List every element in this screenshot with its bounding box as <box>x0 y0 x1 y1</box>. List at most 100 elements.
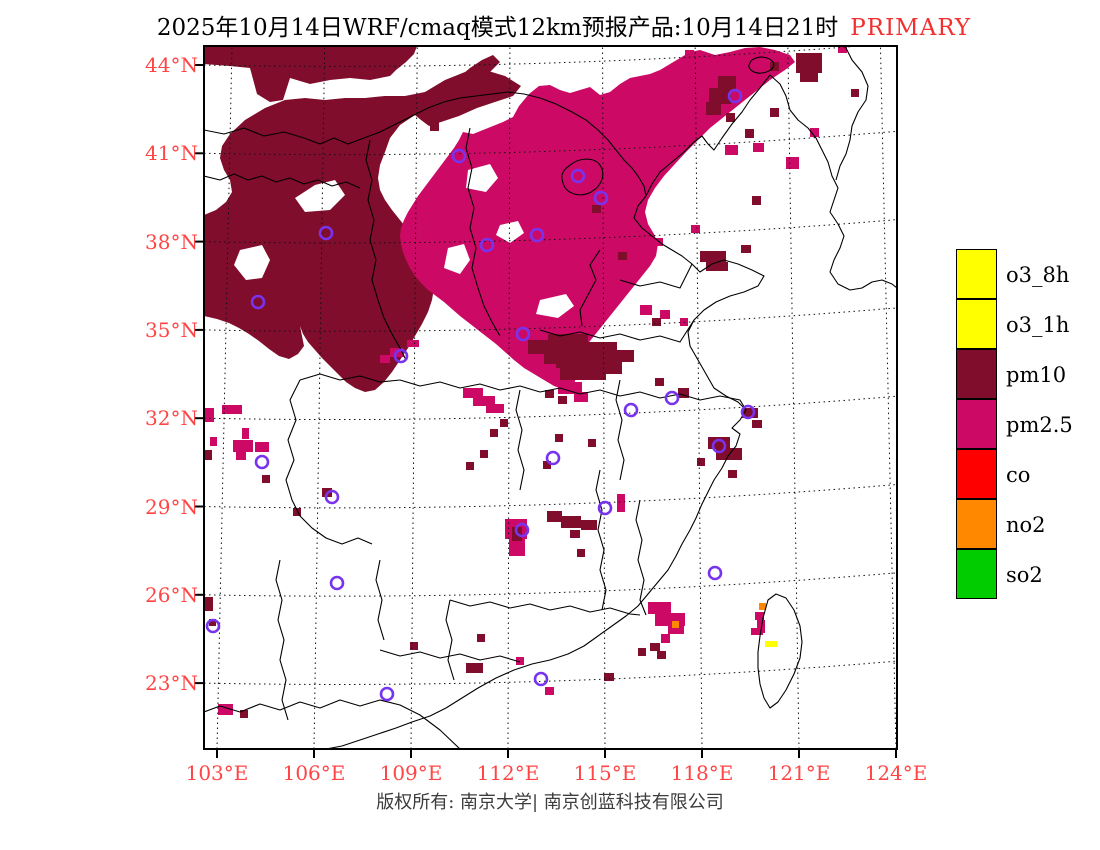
pollution-patch <box>753 143 764 152</box>
legend-label: o3_8h <box>1006 263 1070 287</box>
grid-meridian <box>787 46 800 749</box>
pollution-patch <box>255 442 269 452</box>
pollution-patch <box>678 388 689 398</box>
henan-hubei-border <box>399 379 747 411</box>
pollution-patch <box>570 530 580 538</box>
shandong-north-border <box>619 263 693 289</box>
city-marker <box>514 522 530 538</box>
pollution-patch <box>490 429 498 437</box>
pollution-patch <box>581 520 597 530</box>
city-marker <box>254 454 270 470</box>
pollution-patch <box>466 663 483 673</box>
axis-ticks <box>195 64 897 758</box>
legend-label: so2 <box>1006 563 1043 587</box>
pollution-blobs <box>204 46 795 392</box>
city-marker <box>727 88 743 104</box>
city-marker <box>707 565 723 581</box>
legend-label: pm10 <box>1006 363 1067 387</box>
x-tick-label: 115°E <box>573 761 637 785</box>
pollution-patch <box>548 334 588 350</box>
grid-parallel <box>204 484 897 509</box>
pollution-patch <box>218 704 233 715</box>
pollution-patch <box>655 378 664 386</box>
pollution-patch <box>757 620 765 633</box>
pollution-patch <box>236 452 246 460</box>
pm10-region-band <box>448 55 500 95</box>
pollution-patch <box>745 129 754 138</box>
pollution-patch <box>558 396 567 404</box>
pollution-patch <box>755 612 764 620</box>
pollution-patch <box>560 366 588 380</box>
city-marker <box>250 294 266 310</box>
pollution-patch <box>509 538 525 556</box>
korea-coast <box>769 74 897 291</box>
city-marker <box>740 404 756 420</box>
pollution-patches <box>204 46 859 718</box>
pollution-patch <box>588 368 606 380</box>
grid-parallel <box>204 572 897 597</box>
pollution-patch <box>751 628 763 635</box>
sichuan-border <box>285 373 401 545</box>
legend-item: no2 <box>956 499 1100 550</box>
city-marker <box>597 500 613 516</box>
city-marker <box>593 190 609 206</box>
city-marker <box>515 326 531 342</box>
pollution-patch <box>638 648 646 656</box>
pollution-patch <box>545 390 554 398</box>
x-tick-label: 106°E <box>282 761 346 785</box>
pollution-patch <box>742 408 758 418</box>
pollution-patch <box>851 89 859 97</box>
pollution-patch <box>685 50 694 56</box>
pollution-patch <box>796 53 822 73</box>
city-marker <box>545 450 561 466</box>
x-tick-label: 103°E <box>185 761 249 785</box>
pollution-patch <box>672 621 679 628</box>
pm10-region-north <box>204 46 417 102</box>
pollution-patch <box>233 440 253 452</box>
pollution-patch <box>617 494 625 512</box>
city-marker <box>711 438 727 454</box>
legend-swatch <box>956 399 997 449</box>
city-marker <box>479 237 495 253</box>
city-markers <box>205 88 756 702</box>
pollution-patch <box>544 352 558 364</box>
pollution-patch <box>480 450 488 458</box>
pollution-patch <box>800 70 818 82</box>
grid-meridian <box>694 46 703 749</box>
pollution-patch <box>410 642 418 650</box>
legend-item: so2 <box>956 549 1100 600</box>
legend-item: pm2.5 <box>956 399 1100 450</box>
pollution-patch <box>640 305 652 315</box>
pollution-patch <box>810 128 819 137</box>
pollution-patch <box>752 420 762 428</box>
y-tick-label: 41°N <box>145 141 198 166</box>
pollution-patch <box>660 310 670 319</box>
title-text: 2025年10月14日WRF/cmaq模式12km预报产品:10月14日21时 <box>156 15 839 41</box>
hebei-shandong-border <box>579 249 601 327</box>
pollution-patch <box>718 76 736 90</box>
pollution-patch <box>706 262 728 271</box>
guizhou-borders <box>375 559 521 681</box>
pollution-patch <box>706 102 721 115</box>
pollution-patch <box>759 603 766 610</box>
legend-swatch <box>956 449 997 499</box>
grid-meridian <box>410 46 418 749</box>
y-tick-label: 26°N <box>145 582 198 607</box>
city-marker <box>318 225 334 241</box>
pollution-patch <box>516 657 524 665</box>
korea-bay-island <box>748 56 775 74</box>
y-tick-label: 32°N <box>145 406 198 431</box>
pollution-patch <box>657 651 666 659</box>
map-border <box>203 45 898 750</box>
pollution-patch <box>752 196 761 205</box>
pollution-patch <box>741 245 751 253</box>
pollution-patch <box>204 597 213 611</box>
pollution-patch <box>547 511 562 522</box>
pollution-patch <box>728 470 737 478</box>
pollution-patch <box>614 350 634 362</box>
y-tick-label: 29°N <box>145 494 198 519</box>
city-marker <box>664 390 680 406</box>
beijing-border <box>561 158 604 196</box>
pollution-patch <box>691 225 700 233</box>
